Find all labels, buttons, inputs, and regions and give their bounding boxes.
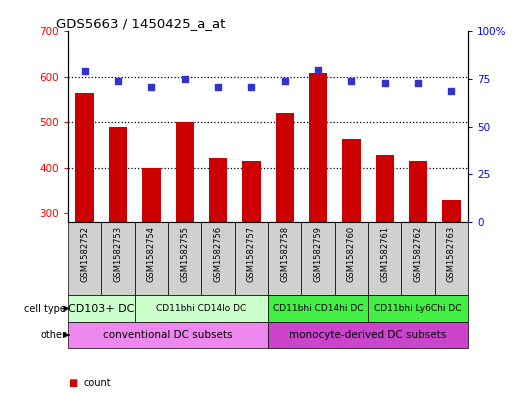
Bar <box>409 161 427 222</box>
Text: CD11bhi Ly6Chi DC: CD11bhi Ly6Chi DC <box>374 304 462 313</box>
Bar <box>276 113 294 222</box>
Text: GSM1582755: GSM1582755 <box>180 226 189 282</box>
Bar <box>309 73 327 222</box>
Text: other: other <box>40 330 66 340</box>
Bar <box>201 222 235 295</box>
Bar <box>68 322 268 348</box>
Point <box>447 87 456 94</box>
Point <box>381 80 389 86</box>
Bar <box>402 222 435 295</box>
Point <box>347 78 356 84</box>
Bar <box>442 200 461 222</box>
Text: GSM1582758: GSM1582758 <box>280 226 289 282</box>
Text: GSM1582761: GSM1582761 <box>380 226 389 282</box>
Bar <box>368 222 402 295</box>
Text: GSM1582753: GSM1582753 <box>113 226 122 282</box>
Bar <box>142 169 161 222</box>
Bar <box>68 222 101 295</box>
Point <box>414 80 422 86</box>
Text: ■: ■ <box>68 378 77 388</box>
Bar <box>342 140 360 222</box>
Text: GSM1582752: GSM1582752 <box>80 226 89 282</box>
Bar <box>268 222 301 295</box>
Bar <box>435 222 468 295</box>
Point <box>214 84 222 90</box>
Text: GSM1582760: GSM1582760 <box>347 226 356 282</box>
Text: GSM1582759: GSM1582759 <box>314 226 323 282</box>
Text: monocyte-derived DC subsets: monocyte-derived DC subsets <box>289 330 447 340</box>
Text: CD11bhi CD14lo DC: CD11bhi CD14lo DC <box>156 304 246 313</box>
Bar <box>75 93 94 222</box>
Point <box>280 78 289 84</box>
Bar <box>109 127 127 222</box>
Bar <box>135 295 268 322</box>
Text: GSM1582754: GSM1582754 <box>147 226 156 282</box>
Bar <box>235 222 268 295</box>
Bar <box>168 222 201 295</box>
Bar <box>368 295 468 322</box>
Bar <box>209 158 227 222</box>
Bar <box>135 222 168 295</box>
Text: CD103+ DC: CD103+ DC <box>68 303 134 314</box>
Point <box>147 84 155 90</box>
Point <box>180 76 189 82</box>
Text: conventional DC subsets: conventional DC subsets <box>103 330 233 340</box>
Bar <box>68 295 135 322</box>
Point <box>114 78 122 84</box>
Bar <box>376 155 394 222</box>
Text: count: count <box>84 378 111 388</box>
Bar <box>242 161 260 222</box>
Bar <box>176 122 194 222</box>
Point <box>314 66 322 73</box>
Bar <box>268 322 468 348</box>
Point <box>81 68 89 75</box>
Text: GSM1582757: GSM1582757 <box>247 226 256 282</box>
Bar <box>101 222 135 295</box>
Point <box>247 84 256 90</box>
Text: GSM1582763: GSM1582763 <box>447 226 456 282</box>
Bar <box>335 222 368 295</box>
Text: GSM1582762: GSM1582762 <box>414 226 423 282</box>
Text: CD11bhi CD14hi DC: CD11bhi CD14hi DC <box>273 304 363 313</box>
Bar <box>301 222 335 295</box>
Text: GDS5663 / 1450425_a_at: GDS5663 / 1450425_a_at <box>56 17 225 30</box>
Text: GSM1582756: GSM1582756 <box>213 226 222 282</box>
Text: cell type: cell type <box>25 303 66 314</box>
Bar <box>268 295 368 322</box>
